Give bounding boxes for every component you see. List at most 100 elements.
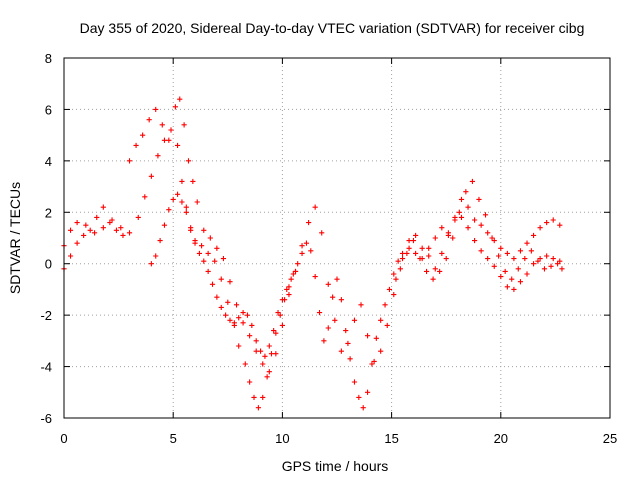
data-point — [458, 196, 465, 203]
data-point — [174, 191, 181, 197]
data-point — [153, 106, 159, 113]
data-point — [325, 325, 331, 331]
data-point — [437, 268, 443, 275]
data-point — [166, 207, 172, 213]
y-tick-label: 2 — [45, 205, 52, 220]
data-point — [439, 250, 445, 257]
series-track-2 — [61, 96, 565, 375]
data-point — [214, 294, 220, 300]
data-point — [120, 232, 126, 239]
data-point — [485, 230, 491, 236]
data-point — [316, 309, 323, 316]
data-point — [524, 240, 530, 246]
x-tick-label: 20 — [494, 431, 508, 446]
data-point — [207, 235, 213, 241]
data-point — [257, 348, 264, 354]
data-point — [161, 137, 168, 143]
data-point — [312, 204, 318, 210]
data-point — [458, 214, 465, 221]
data-point — [498, 273, 504, 280]
data-point — [544, 219, 550, 226]
data-point — [273, 351, 279, 357]
data-point — [413, 250, 419, 257]
data-point — [262, 353, 268, 359]
data-point — [174, 142, 181, 149]
grid — [64, 58, 610, 418]
data-point — [517, 248, 524, 254]
data-point — [432, 266, 438, 272]
data-point — [498, 245, 504, 251]
data-point — [332, 317, 338, 323]
data-point — [192, 240, 198, 246]
data-point — [218, 276, 224, 282]
data-point — [489, 235, 495, 241]
data-point — [391, 291, 397, 298]
data-point — [168, 127, 174, 133]
data-point — [465, 204, 471, 210]
data-point — [198, 243, 205, 249]
data-point — [251, 394, 257, 401]
data-point — [404, 250, 410, 257]
series-track-4 — [393, 214, 563, 293]
data-point — [471, 237, 478, 244]
data-point — [266, 343, 272, 349]
data-point — [225, 299, 231, 305]
data-point — [303, 240, 310, 246]
data-point — [530, 232, 537, 239]
data-point — [439, 225, 445, 231]
data-point — [378, 348, 384, 354]
data-point — [201, 227, 207, 233]
data-point — [544, 253, 550, 259]
series-track-3 — [148, 191, 299, 359]
data-point — [432, 235, 438, 241]
data-point — [148, 173, 154, 179]
data-marks — [61, 96, 565, 411]
data-point — [550, 255, 556, 262]
data-point — [395, 258, 401, 264]
data-point — [515, 266, 521, 272]
data-point — [417, 255, 423, 262]
data-point — [275, 309, 281, 316]
data-point — [364, 389, 371, 395]
data-point — [107, 219, 113, 226]
data-point — [541, 266, 548, 272]
data-point — [233, 302, 240, 308]
data-point — [465, 225, 471, 231]
data-point — [406, 237, 412, 244]
data-point — [299, 250, 305, 257]
data-point — [133, 142, 139, 149]
x-axis-label: GPS time / hours — [282, 458, 389, 474]
data-point — [142, 194, 148, 200]
data-point — [279, 322, 285, 329]
data-point — [319, 230, 325, 236]
x-tick-label: 25 — [603, 431, 617, 446]
data-point — [205, 250, 211, 257]
data-point — [445, 232, 451, 239]
data-point — [511, 255, 517, 262]
data-point — [482, 212, 489, 218]
data-point — [360, 405, 366, 411]
data-point — [83, 222, 89, 228]
data-point — [478, 248, 484, 254]
data-point — [511, 286, 517, 293]
data-point — [100, 204, 106, 210]
data-point — [279, 297, 285, 303]
data-point — [528, 248, 534, 254]
data-point — [260, 361, 266, 367]
data-point — [413, 232, 419, 239]
x-tick-label: 0 — [60, 431, 67, 446]
y-tick-label: -6 — [40, 411, 52, 426]
data-point — [299, 243, 305, 249]
data-point — [67, 253, 74, 259]
data-point — [530, 261, 537, 267]
data-point — [284, 286, 290, 293]
data-point — [253, 348, 259, 354]
data-point — [236, 315, 242, 321]
data-point — [126, 230, 133, 236]
data-point — [426, 245, 432, 251]
data-point — [338, 348, 344, 354]
data-point — [338, 297, 344, 303]
data-point — [373, 335, 379, 341]
data-point — [491, 263, 497, 269]
data-point — [74, 219, 80, 226]
